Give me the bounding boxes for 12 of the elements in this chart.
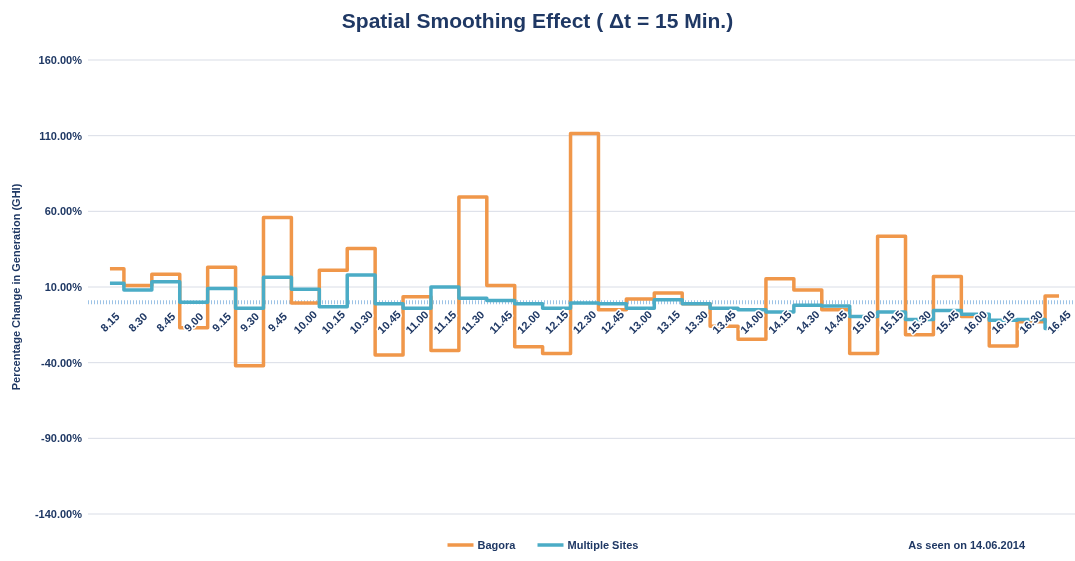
y-tick-label: 10.00% bbox=[44, 280, 83, 293]
y-axis-title: Percentage Change in Generation (GHI) bbox=[10, 183, 22, 391]
y-tick-label: -140.00% bbox=[34, 507, 83, 520]
y-tick-label: -40.00% bbox=[41, 356, 83, 369]
y-tick-label: 60.00% bbox=[44, 205, 83, 218]
text: As seen on 14.06.2014 bbox=[908, 539, 1026, 551]
y-tick-label: -90.00% bbox=[41, 432, 83, 445]
y-tick-label: 160.00% bbox=[38, 53, 83, 66]
chart-title: Spatial Smoothing Effect ( Δt = 15 Min.) bbox=[341, 9, 734, 32]
legend-label: Bagora bbox=[477, 539, 517, 551]
legend-label: Multiple Sites bbox=[567, 539, 639, 551]
y-tick-label: 110.00% bbox=[39, 129, 83, 142]
